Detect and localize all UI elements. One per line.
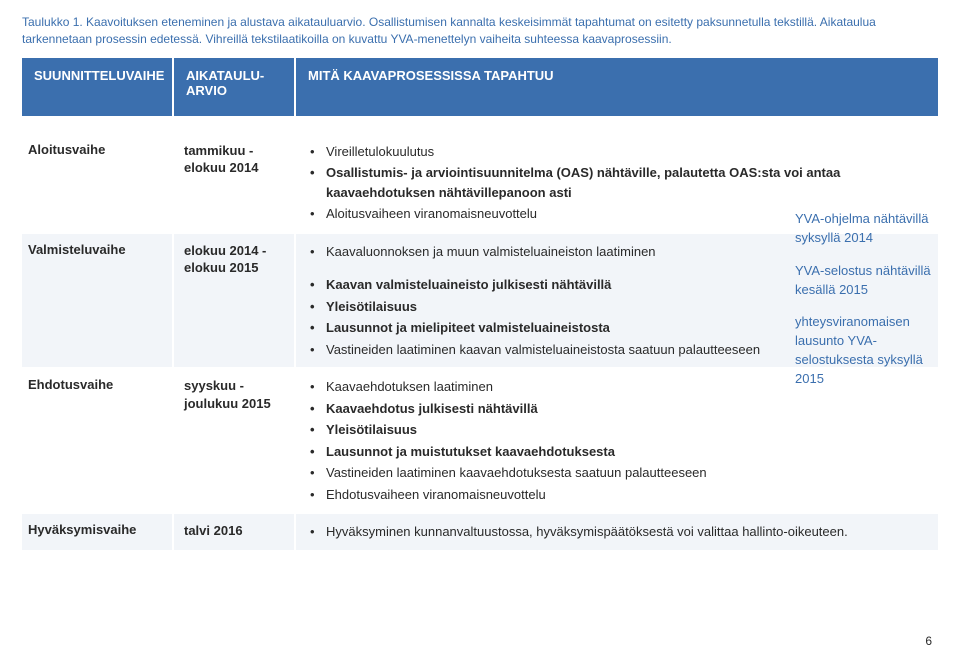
header-schedule: AIKATAULU- ARVIO bbox=[172, 58, 294, 116]
header-description: MITÄ KAAVAPROSESSISSA TAPAHTUU bbox=[294, 58, 938, 116]
list-item: Osallistumis- ja arviointisuunnitelma (O… bbox=[302, 163, 928, 202]
list-item: Vireilletulokuulutus bbox=[302, 142, 928, 162]
table-row-schedule: elokuu 2014 -elokuu 2015 bbox=[172, 232, 294, 368]
header-schedule-l1: AIKATAULU- bbox=[186, 68, 264, 83]
list-item: Lausunnot ja muistutukset kaavaehdotukse… bbox=[302, 442, 928, 462]
side-notes: YVA-ohjelma nähtävillä syksyllä 2014 YVA… bbox=[795, 210, 950, 403]
side-note-3: yhteysviranomaisen lausunto YVA-selostuk… bbox=[795, 313, 950, 388]
page-number: 6 bbox=[925, 634, 932, 648]
caption-line-1: Taulukko 1. Kaavoituksen eteneminen ja a… bbox=[22, 15, 876, 29]
side-note-1: YVA-ohjelma nähtävillä syksyllä 2014 bbox=[795, 210, 950, 248]
table-row-description: Hyväksyminen kunnanvaltuustossa, hyväksy… bbox=[294, 512, 938, 550]
table-row-schedule: tammikuu -elokuu 2014 bbox=[172, 132, 294, 232]
list-item: Yleisötilaisuus bbox=[302, 420, 928, 440]
side-note-2: YVA-selostus nähtävillä kesällä 2015 bbox=[795, 262, 950, 300]
list-item: Vastineiden laatiminen kaavaehdotuksesta… bbox=[302, 463, 928, 483]
header-phase: SUUNNITTELUVAIHE bbox=[22, 58, 172, 116]
list-item: Hyväksyminen kunnanvaltuustossa, hyväksy… bbox=[302, 522, 928, 542]
schedule-table: SUUNNITTELUVAIHE AIKATAULU- ARVIO MITÄ K… bbox=[22, 58, 938, 132]
table-row-phase: Ehdotusvaihe bbox=[22, 367, 172, 512]
table-row-schedule: talvi 2016 bbox=[172, 512, 294, 550]
table-row-phase: Hyväksymisvaihe bbox=[22, 512, 172, 550]
caption-line-2: tarkennetaan prosessin edetessä. Vihreil… bbox=[22, 32, 672, 46]
table-row-schedule: syyskuu -joulukuu 2015 bbox=[172, 367, 294, 512]
table-row-phase: Valmisteluvaihe bbox=[22, 232, 172, 368]
list-item: Ehdotusvaiheen viranomaisneuvottelu bbox=[302, 485, 928, 505]
header-schedule-l2: ARVIO bbox=[186, 83, 227, 98]
table-row-phase: Aloitusvaihe bbox=[22, 132, 172, 232]
table-caption: Taulukko 1. Kaavoituksen eteneminen ja a… bbox=[22, 14, 938, 48]
header-gap bbox=[22, 116, 938, 132]
